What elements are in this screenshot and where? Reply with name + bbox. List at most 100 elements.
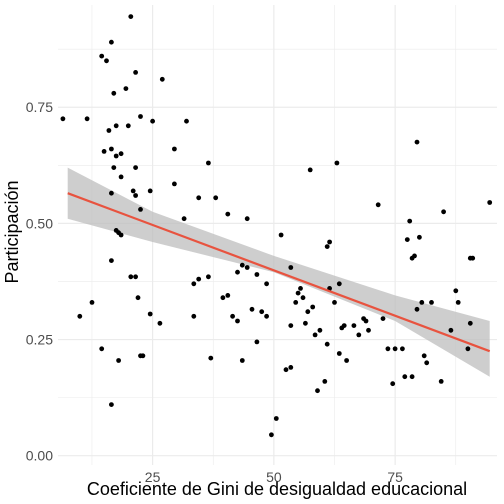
data-point: [208, 355, 214, 361]
data-point: [310, 304, 316, 310]
x-axis-ticks: 25 50 75: [145, 469, 403, 485]
data-point: [264, 281, 269, 287]
data-point: [225, 211, 231, 217]
data-point: [438, 379, 444, 384]
data-point: [135, 295, 141, 301]
x-tick-label: 25: [145, 469, 161, 485]
data-point: [315, 388, 320, 394]
data-point: [109, 146, 114, 152]
data-point: [336, 351, 342, 356]
data-point: [123, 86, 129, 91]
y-tick-label: 0.25: [26, 332, 53, 348]
data-point: [118, 151, 124, 157]
data-point: [172, 146, 177, 152]
data-point: [414, 306, 420, 312]
data-point: [235, 318, 240, 324]
data-point: [278, 232, 284, 238]
data-point: [293, 300, 299, 305]
data-point: [283, 367, 289, 373]
data-point: [254, 272, 260, 277]
data-point: [99, 53, 105, 59]
data-point: [138, 353, 143, 359]
data-point: [191, 313, 197, 319]
data-point: [421, 353, 427, 359]
data-point: [409, 374, 415, 380]
data-point: [147, 188, 153, 194]
y-tick-label: 0.50: [26, 215, 53, 231]
data-point: [206, 160, 211, 166]
data-point: [133, 70, 139, 75]
data-point: [113, 123, 119, 129]
data-point: [470, 255, 476, 261]
data-point: [147, 311, 153, 317]
data-point: [441, 209, 446, 215]
data-point: [138, 114, 143, 119]
data-point: [125, 123, 131, 129]
data-point: [332, 300, 337, 305]
data-point: [259, 309, 265, 315]
y-axis-ticks: 0.00 0.25 0.50 0.75: [26, 99, 53, 463]
data-point: [327, 239, 332, 245]
data-point: [181, 216, 187, 222]
data-point: [455, 300, 461, 305]
data-point: [239, 262, 245, 268]
x-axis-title: Coeficiente de Gini de desigualdad educa…: [87, 479, 467, 499]
data-point: [273, 416, 279, 421]
data-point: [400, 346, 405, 352]
data-point: [303, 320, 308, 326]
data-point: [109, 190, 114, 196]
data-point: [453, 288, 459, 294]
data-point: [191, 281, 197, 287]
data-point: [213, 195, 219, 201]
data-point: [230, 313, 236, 319]
data-point: [298, 286, 303, 291]
data-point: [157, 320, 163, 326]
data-point: [133, 165, 139, 171]
data-point: [206, 274, 211, 280]
data-point: [133, 193, 139, 198]
data-point: [220, 295, 226, 301]
data-point: [312, 332, 318, 338]
data-point: [380, 316, 386, 321]
data-point: [244, 216, 250, 222]
data-point: [390, 381, 396, 387]
y-axis-title: Participación: [2, 180, 22, 283]
data-point: [128, 274, 134, 280]
data-point: [344, 358, 349, 363]
data-point: [324, 341, 330, 347]
data-point: [412, 253, 417, 259]
data-point: [196, 276, 202, 282]
data-point: [128, 14, 134, 19]
data-point: [356, 332, 362, 338]
data-point: [133, 274, 139, 280]
data-point: [109, 402, 114, 407]
x-tick-label: 75: [387, 469, 403, 485]
x-tick-label: 50: [266, 469, 282, 485]
data-point: [419, 300, 425, 305]
data-point: [288, 365, 294, 370]
data-point: [113, 153, 119, 159]
data-point: [264, 313, 269, 319]
data-point: [118, 174, 124, 180]
data-point: [424, 360, 430, 366]
data-point: [106, 128, 112, 133]
data-point: [334, 160, 340, 166]
trend-line-layer: [67, 192, 491, 353]
data-point: [109, 39, 114, 45]
data-point: [101, 149, 107, 154]
data-point: [375, 202, 381, 208]
data-point: [111, 165, 117, 171]
data-point: [317, 327, 323, 333]
data-point: [407, 218, 413, 224]
data-point: [60, 116, 66, 122]
data-point: [351, 323, 357, 328]
data-point: [448, 327, 454, 333]
data-point: [295, 290, 301, 296]
data-point: [99, 346, 105, 352]
data-point: [402, 374, 408, 380]
data-points: [60, 14, 493, 438]
data-point: [324, 244, 330, 250]
data-point: [130, 188, 136, 194]
data-point: [104, 58, 109, 64]
data-point: [307, 167, 313, 173]
